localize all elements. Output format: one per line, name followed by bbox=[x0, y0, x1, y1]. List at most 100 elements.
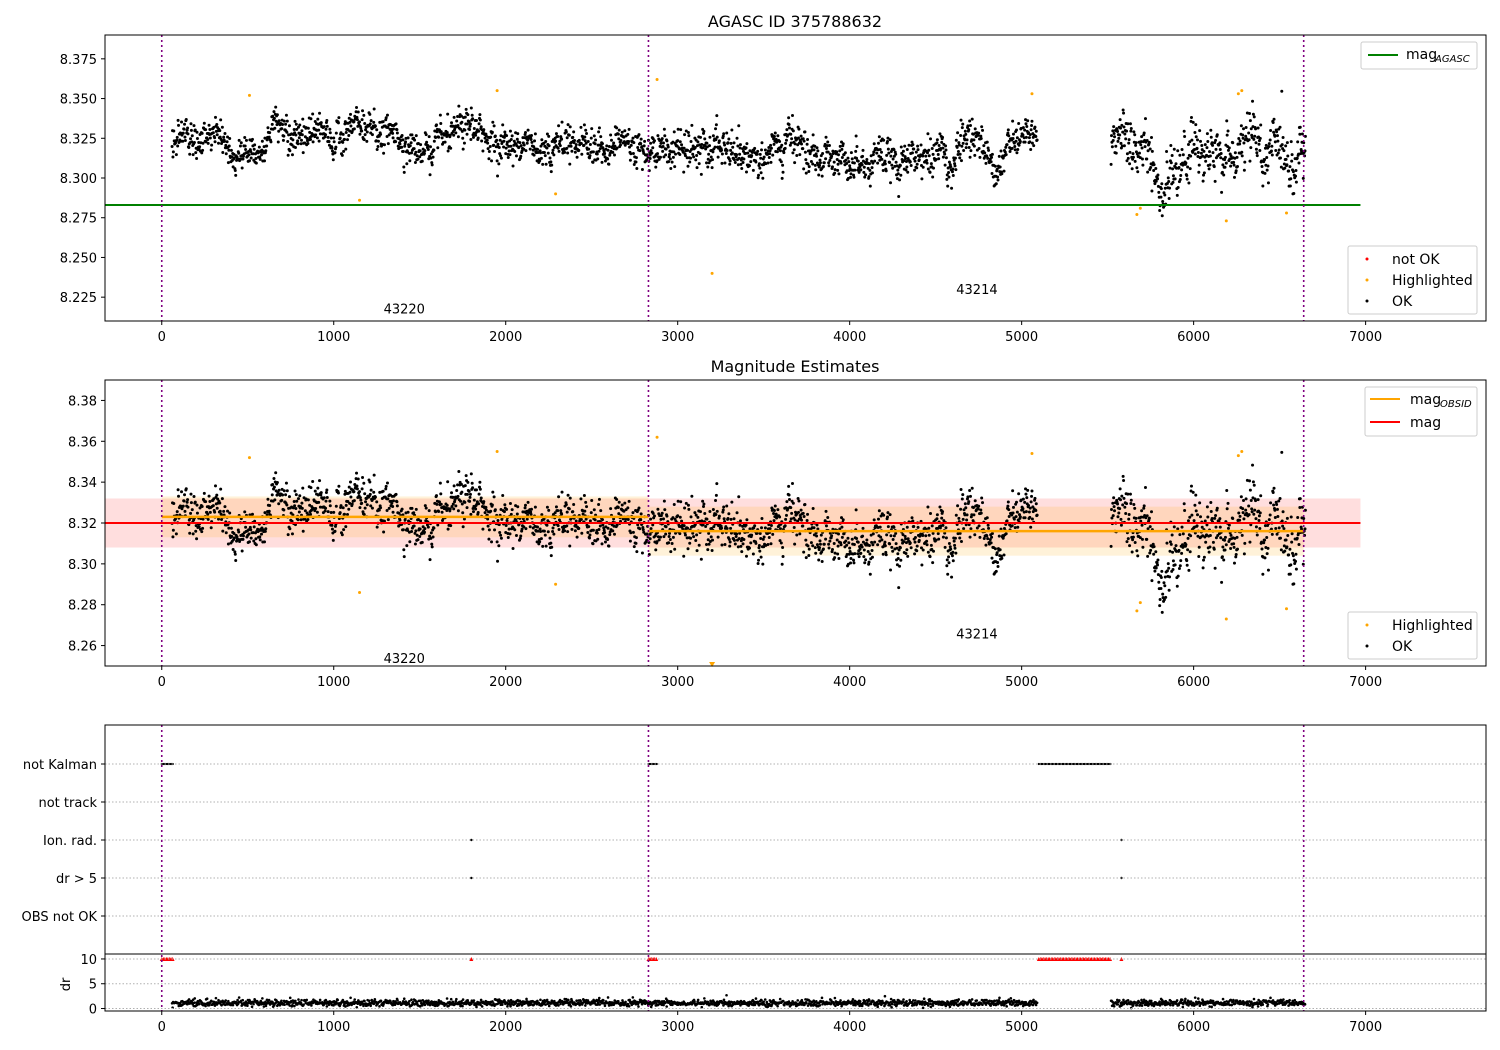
ok-point bbox=[218, 129, 222, 133]
ok-point bbox=[487, 150, 491, 154]
ok-point bbox=[913, 540, 917, 544]
ok-point bbox=[1296, 140, 1300, 144]
ok-point bbox=[771, 153, 775, 157]
ok-point bbox=[1294, 567, 1298, 571]
ok-point bbox=[772, 512, 776, 516]
ok-point bbox=[422, 151, 426, 155]
ok-point bbox=[1018, 515, 1022, 519]
ok-point bbox=[1248, 540, 1252, 544]
ok-point bbox=[1124, 137, 1128, 141]
ok-point bbox=[560, 512, 564, 516]
ok-point bbox=[858, 547, 862, 551]
ok-point bbox=[471, 117, 475, 121]
ok-point bbox=[856, 159, 860, 163]
ok-point bbox=[986, 523, 990, 527]
ok-point bbox=[772, 135, 776, 139]
ok-point bbox=[802, 550, 806, 554]
ok-point bbox=[959, 487, 963, 491]
ok-point bbox=[1196, 534, 1200, 538]
highlighted-point bbox=[554, 192, 558, 196]
ok-point bbox=[1219, 536, 1223, 540]
ok-point bbox=[560, 490, 564, 494]
ok-point bbox=[931, 561, 935, 565]
ok-point bbox=[698, 510, 702, 514]
ok-point bbox=[268, 131, 272, 135]
ok-point bbox=[1298, 506, 1302, 510]
ok-point bbox=[428, 558, 432, 562]
ok-point bbox=[676, 127, 680, 131]
ok-point bbox=[1111, 501, 1115, 505]
ok-point bbox=[218, 501, 222, 505]
ok-point bbox=[532, 153, 536, 157]
ok-point bbox=[598, 147, 602, 151]
ok-point bbox=[425, 523, 429, 527]
highlighted-point bbox=[247, 93, 251, 97]
ok-point bbox=[1297, 543, 1301, 547]
ok-point bbox=[772, 142, 776, 146]
ok-point bbox=[806, 137, 810, 141]
ok-point bbox=[1165, 160, 1169, 164]
ok-point bbox=[508, 532, 512, 536]
ok-point bbox=[938, 132, 942, 136]
ok-point bbox=[362, 481, 366, 485]
ok-point bbox=[726, 517, 730, 521]
ok-point bbox=[313, 119, 317, 123]
ok-point bbox=[208, 128, 212, 132]
ok-point bbox=[290, 519, 294, 523]
ok-point bbox=[1219, 152, 1223, 156]
ok-point bbox=[662, 155, 666, 159]
ok-point bbox=[532, 532, 536, 536]
ok-point bbox=[1160, 182, 1164, 186]
ok-point bbox=[619, 138, 623, 142]
ok-point bbox=[282, 119, 286, 123]
ok-point bbox=[1163, 584, 1167, 588]
ok-point bbox=[1003, 150, 1007, 154]
ok-point bbox=[1033, 125, 1037, 129]
ok-point bbox=[996, 564, 1000, 568]
ok-point bbox=[346, 500, 350, 504]
ok-point bbox=[954, 513, 958, 517]
ok-point bbox=[885, 153, 889, 157]
ok-point bbox=[375, 500, 379, 504]
ok-point bbox=[987, 148, 991, 152]
ok-point bbox=[347, 485, 351, 489]
ok-point bbox=[945, 558, 949, 562]
ok-point bbox=[927, 533, 931, 537]
ok-point bbox=[924, 154, 928, 158]
ok-point bbox=[862, 555, 866, 559]
ok-point bbox=[746, 151, 750, 155]
ok-point bbox=[732, 517, 736, 521]
ok-point bbox=[802, 515, 806, 519]
ok-point bbox=[513, 149, 517, 153]
ok-point bbox=[387, 506, 391, 510]
ok-point bbox=[888, 542, 892, 546]
ok-point bbox=[876, 161, 880, 165]
ok-point bbox=[1189, 489, 1193, 493]
ok-point bbox=[510, 134, 514, 138]
ok-point bbox=[360, 501, 364, 505]
ok-point bbox=[781, 546, 785, 550]
ok-point bbox=[418, 527, 422, 531]
ok-point bbox=[871, 161, 875, 165]
ok-point bbox=[947, 541, 951, 545]
ok-point bbox=[931, 152, 935, 156]
ok-point bbox=[185, 500, 189, 504]
ok-point bbox=[1128, 544, 1132, 548]
ok-point bbox=[496, 142, 500, 146]
ok-point bbox=[311, 480, 315, 484]
ok-point bbox=[737, 537, 741, 541]
ok-point bbox=[286, 153, 290, 157]
ok-point bbox=[1241, 136, 1245, 140]
ok-point bbox=[615, 126, 619, 130]
ok-point bbox=[583, 139, 587, 143]
ok-point bbox=[375, 147, 379, 151]
ok-point bbox=[176, 144, 180, 148]
ok-point bbox=[1205, 533, 1209, 537]
ok-point bbox=[450, 121, 454, 125]
ok-point bbox=[971, 519, 975, 523]
ok-point bbox=[1011, 136, 1015, 140]
ok-point bbox=[343, 489, 347, 493]
ok-point bbox=[758, 152, 762, 156]
ok-point bbox=[503, 130, 507, 134]
ok-point bbox=[443, 140, 447, 144]
